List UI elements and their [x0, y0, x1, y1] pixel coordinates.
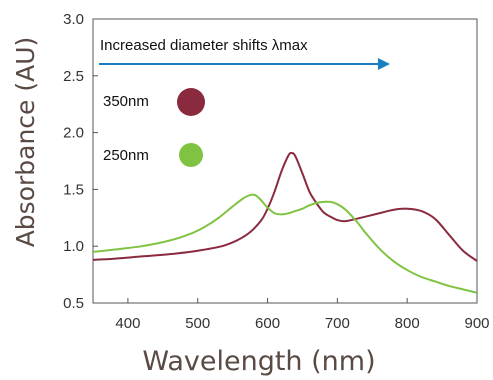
y-tick-label: 2.0	[63, 125, 84, 142]
y-tick-label: 1.5	[63, 181, 84, 198]
axis-ticks: 400 500 600 700 800 900 0.5 1.0 1.5 2.0 2.5 3.0	[63, 11, 489, 332]
x-tick-label: 600	[255, 315, 280, 332]
series-line-250nm	[93, 193, 477, 294]
y-tick-label: 3.0	[63, 11, 84, 28]
annotation-text: Increased diameter shifts λmax	[100, 37, 308, 54]
x-tick-label: 900	[464, 315, 489, 332]
x-axis-title: Wavelength (nm)	[142, 346, 375, 377]
legend-label-250nm: 250nm	[103, 147, 149, 164]
y-tick-label: 0.5	[63, 295, 84, 312]
legend: 350nm 250nm	[103, 88, 205, 167]
x-tick-label: 400	[115, 315, 140, 332]
y-tick-label: 2.5	[63, 68, 84, 85]
y-axis-title: Absorbance (AU)	[11, 37, 40, 248]
x-tick-label: 800	[395, 315, 420, 332]
series-group	[93, 151, 477, 294]
legend-swatch-250nm	[179, 143, 203, 167]
annotation-arrowhead	[378, 58, 390, 70]
legend-label-350nm: 350nm	[103, 93, 149, 110]
plot-frame	[92, 18, 478, 304]
legend-swatch-350nm	[177, 88, 205, 116]
x-tick-label: 700	[325, 315, 350, 332]
x-tick-label: 500	[185, 315, 210, 332]
annotation-group: Increased diameter shifts λmax	[99, 37, 390, 70]
y-tick-label: 1.0	[63, 238, 84, 255]
series-line-350nm	[93, 151, 477, 262]
